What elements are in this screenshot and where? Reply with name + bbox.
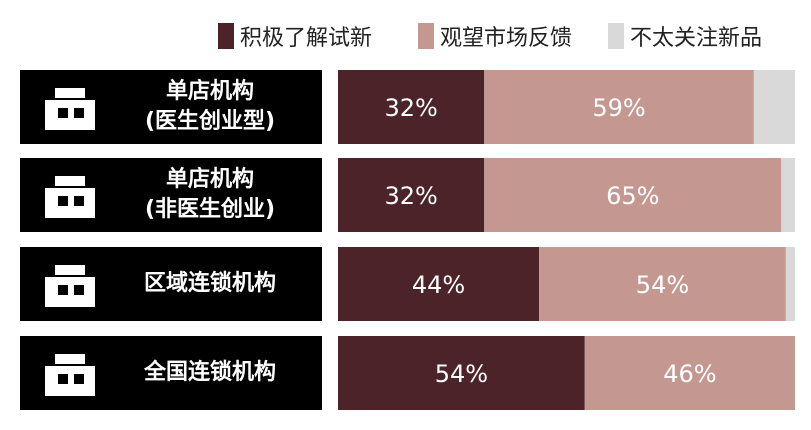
value-label: 54% — [435, 360, 488, 388]
icon-part — [58, 108, 68, 118]
value-label: 32% — [384, 94, 437, 122]
icon-part — [74, 374, 84, 384]
category-label: 区域连锁机构 — [143, 271, 276, 296]
value-label: 44% — [412, 271, 465, 299]
icon-part — [58, 374, 68, 384]
icon-part — [45, 277, 95, 307]
legend-item: 不太关注新品 — [608, 20, 762, 52]
icon — [45, 176, 95, 218]
category-label: 单店机构 (非医生创业) — [144, 167, 276, 222]
icon-part — [55, 88, 85, 98]
legend-swatch — [218, 23, 234, 49]
legend-label: 观望市场反馈 — [440, 26, 573, 51]
legend-item: 观望市场反馈 — [418, 20, 572, 52]
bar-segment — [584, 336, 795, 410]
icon — [45, 88, 95, 130]
category-label: 全国连锁机构 — [143, 360, 276, 385]
bar-segment — [484, 70, 754, 144]
legend-label: 不太关注新品 — [630, 26, 763, 51]
bar-segment — [539, 247, 786, 321]
value-label: 59% — [592, 94, 645, 122]
bar-segment — [785, 247, 795, 321]
icon-part — [45, 366, 95, 396]
legend-label: 积极了解试新 — [240, 26, 373, 51]
icon — [45, 265, 95, 307]
value-label: 46% — [663, 360, 716, 388]
legend-swatch — [608, 23, 624, 49]
icon-part — [55, 354, 85, 364]
icon-part — [74, 196, 84, 206]
category-label: 单店机构 (医生创业型) — [144, 79, 276, 134]
icon — [45, 354, 95, 396]
icon-part — [55, 176, 85, 186]
bar-segment — [753, 70, 795, 144]
value-label: 54% — [636, 271, 689, 299]
icon-part — [55, 265, 85, 275]
bar-segment — [781, 158, 795, 232]
icon-part — [45, 188, 95, 218]
icon-part — [74, 285, 84, 295]
bar-segment — [338, 158, 485, 232]
value-label: 32% — [384, 182, 437, 210]
icon-part — [45, 100, 95, 130]
bar-segment — [484, 158, 782, 232]
icon-part — [74, 108, 84, 118]
legend-item: 积极了解试新 — [218, 20, 372, 52]
bar-segment — [338, 70, 485, 144]
bar-segment — [338, 247, 540, 321]
legend-swatch — [418, 23, 434, 49]
value-label: 65% — [606, 182, 659, 210]
bar-segment — [338, 336, 585, 410]
icon-part — [58, 285, 68, 295]
icon-part — [58, 196, 68, 206]
